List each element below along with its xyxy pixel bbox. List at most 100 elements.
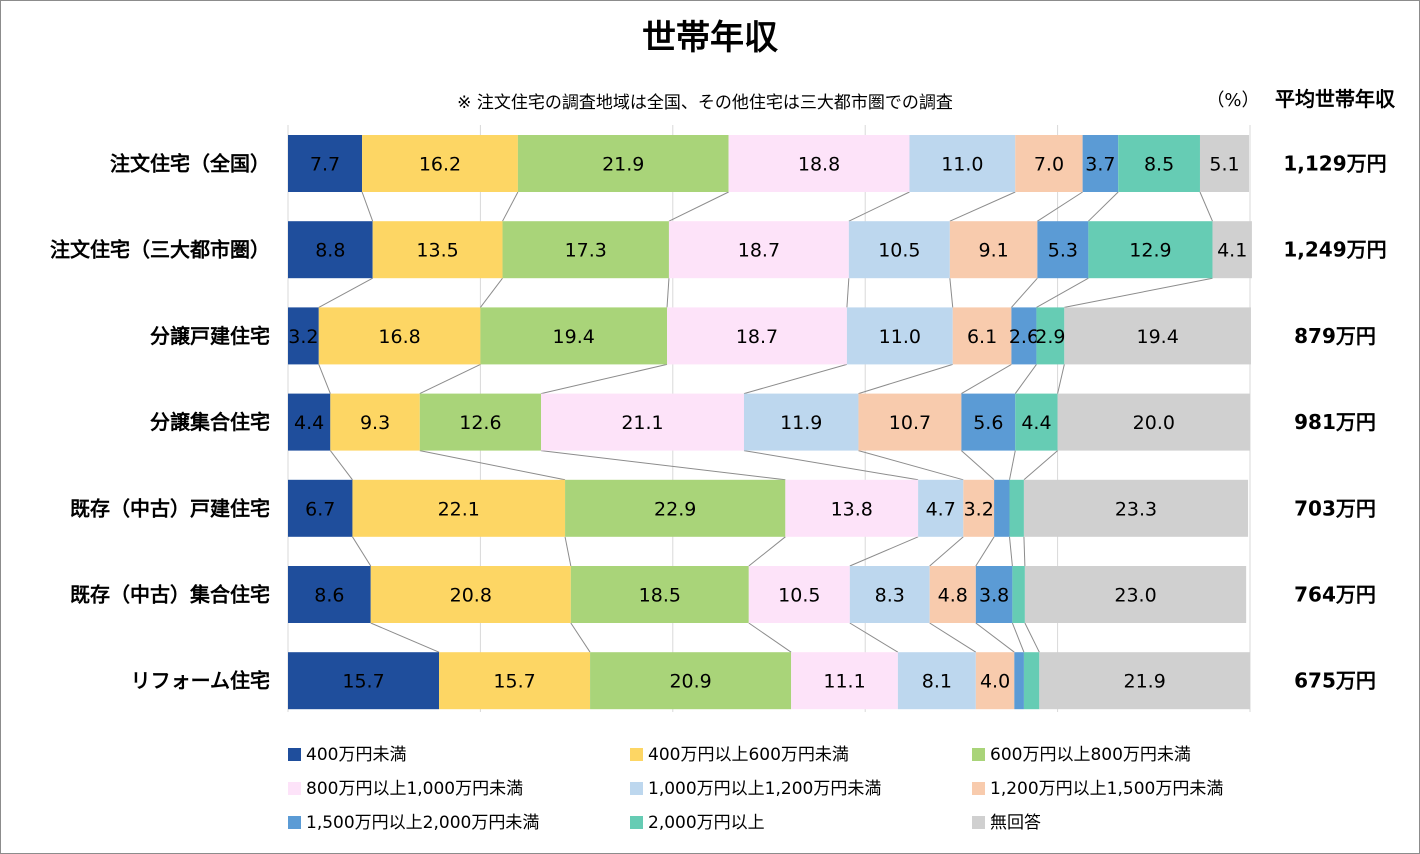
data-label: 4.0 — [980, 671, 1010, 693]
bar-segment — [362, 135, 518, 192]
connector-line — [318, 364, 331, 394]
data-label: 19.4 — [553, 326, 595, 348]
data-label: 10.7 — [889, 412, 931, 434]
connector-line — [748, 622, 792, 653]
connector-line — [564, 536, 572, 567]
bar-segment — [668, 221, 849, 279]
data-label: 4.8 — [938, 585, 968, 607]
bar-segment — [909, 135, 1016, 192]
connector-line — [849, 622, 899, 653]
connector-line — [329, 450, 353, 481]
connector-line — [1037, 191, 1083, 222]
legend-swatch — [972, 748, 985, 761]
bar-segment — [565, 479, 786, 537]
data-label: 13.8 — [831, 498, 873, 520]
legend-label: 800万円以上1,000万円未満 — [306, 779, 523, 799]
connector-line — [848, 191, 910, 222]
bar-segment — [1064, 307, 1251, 365]
category-label: 分譲戸建住宅 — [150, 324, 270, 348]
connector-line — [668, 191, 729, 222]
data-label: 7.0 — [1034, 154, 1064, 176]
legend-label: 無回答 — [990, 813, 1041, 833]
data-label: 10.5 — [778, 585, 820, 607]
bar-segment — [590, 652, 792, 710]
data-label: 22.9 — [654, 498, 696, 520]
connector-lines — [318, 191, 1213, 653]
average-income: 675万円 — [1294, 669, 1376, 693]
connector-line — [1009, 536, 1013, 567]
connector-line — [502, 191, 519, 222]
data-label: 13.5 — [416, 240, 458, 262]
bar-segment — [846, 307, 953, 365]
connector-line — [540, 450, 786, 481]
bar-segment — [1037, 221, 1089, 279]
connector-line — [1011, 277, 1038, 308]
data-label: 20.8 — [450, 585, 492, 607]
legend-swatch — [972, 782, 985, 795]
connector-line — [1009, 450, 1016, 480]
bar-segment — [1082, 135, 1119, 192]
connector-line — [1057, 364, 1065, 394]
chart-note: ※ 注文住宅の調査地域は全国、その他住宅は三大都市圏での調査 — [457, 93, 953, 113]
data-label: 12.6 — [459, 412, 501, 434]
bar-segment — [949, 221, 1038, 279]
connector-line — [975, 536, 995, 567]
average-income: 1,129万円 — [1283, 152, 1386, 176]
bar-segment — [1023, 479, 1249, 537]
connector-line — [1088, 191, 1119, 222]
connector-line — [419, 450, 566, 481]
connector-line — [961, 450, 995, 481]
data-label: 16.8 — [378, 326, 420, 348]
data-label: 8.3 — [875, 585, 905, 607]
data-label: 5.3 — [1048, 240, 1078, 262]
bar-segment — [352, 479, 566, 537]
bar-segment — [502, 221, 669, 279]
data-label: 6.1 — [967, 326, 997, 348]
data-label: 15.7 — [342, 671, 384, 693]
bar-segment — [952, 307, 1012, 365]
connector-line — [929, 622, 977, 653]
category-label: 注文住宅（三大都市圏） — [50, 238, 270, 262]
bar-segment — [517, 135, 729, 192]
connector-line — [1023, 536, 1026, 567]
category-label: リフォーム住宅 — [131, 669, 270, 693]
category-label: 既存（中古）集合住宅 — [70, 583, 270, 607]
bar-segment — [963, 479, 995, 537]
bar-segment — [929, 566, 976, 623]
bar-segment — [1212, 221, 1252, 279]
chart-title: 世帯年収 — [642, 18, 778, 58]
connector-line — [480, 277, 503, 308]
data-label: 9.1 — [979, 240, 1009, 262]
connector-line — [961, 363, 1012, 395]
bar-segment — [791, 652, 898, 710]
data-label: 20.0 — [1133, 412, 1175, 434]
connector-line — [1036, 277, 1089, 308]
bar-segment — [288, 221, 373, 279]
connector-line — [858, 363, 953, 395]
bar-segment — [541, 393, 744, 451]
bar-segment — [994, 479, 1010, 537]
bar-segment — [1024, 566, 1247, 623]
category-label: 分譲集合住宅 — [150, 410, 270, 434]
connector-line — [1064, 277, 1213, 308]
connector-line — [1014, 364, 1037, 394]
connector-line — [849, 536, 919, 567]
connector-line — [361, 191, 374, 222]
bar-segment — [1009, 479, 1024, 537]
data-label: 2.9 — [1035, 326, 1065, 348]
connector-line — [929, 536, 964, 567]
average-income: 879万円 — [1294, 324, 1376, 348]
data-label: 3.7 — [1085, 154, 1115, 176]
bar-segment — [1023, 652, 1040, 710]
data-label: 11.0 — [941, 154, 983, 176]
data-label: 8.5 — [1144, 154, 1174, 176]
connector-line — [1011, 622, 1025, 653]
data-label: 4.7 — [926, 498, 956, 520]
legend-label: 400万円以上600万円未満 — [648, 745, 849, 765]
category-label: 注文住宅（全国） — [110, 152, 270, 176]
data-label: 12.9 — [1129, 240, 1171, 262]
data-label: 4.1 — [1217, 240, 1247, 262]
bar-segment — [330, 393, 420, 451]
data-label: 7.7 — [310, 154, 340, 176]
